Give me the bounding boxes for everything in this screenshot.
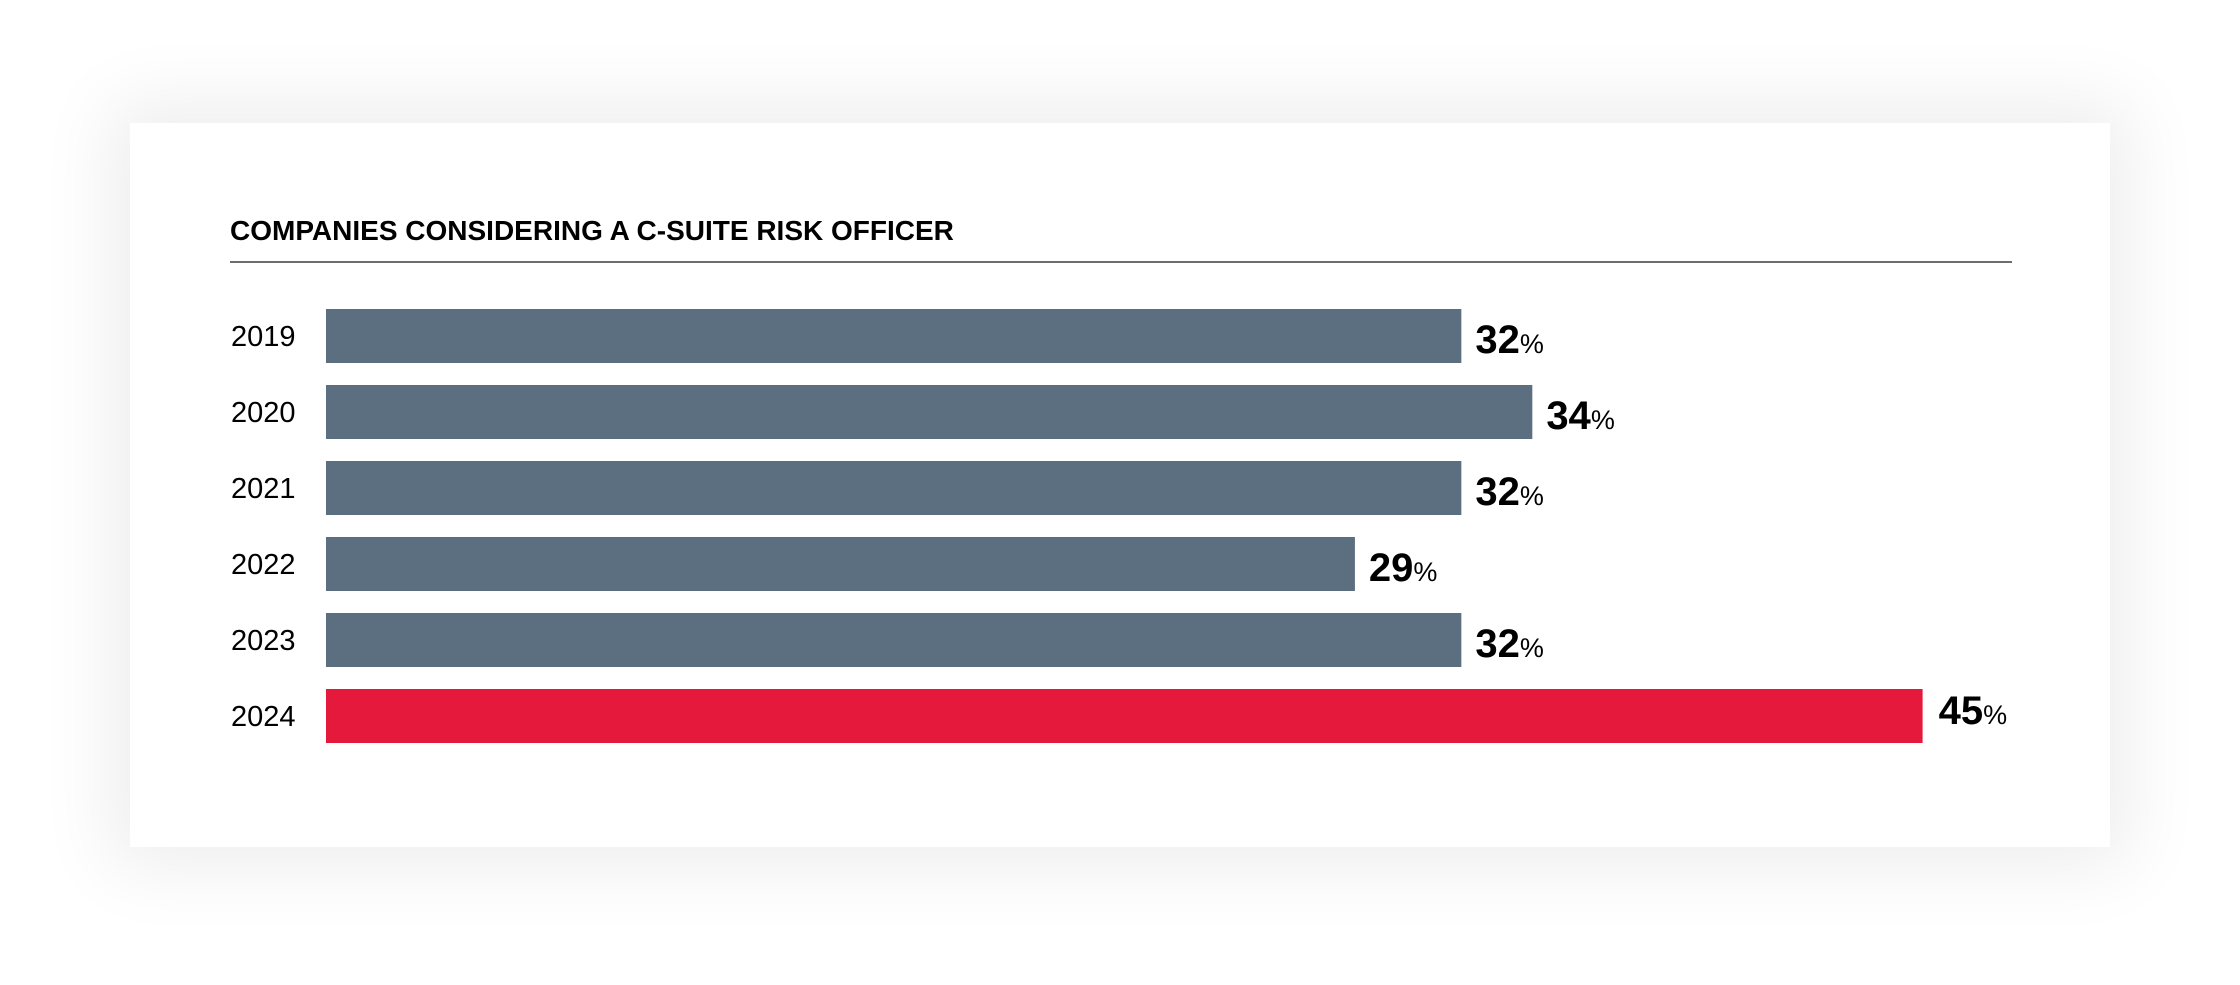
bar-2020 [326, 385, 1533, 439]
value-label-2019: 32% [1475, 318, 1544, 362]
value-label-2020: 34% [1546, 394, 1615, 438]
category-label-2019: 2019 [231, 321, 296, 353]
title-divider [230, 261, 2012, 263]
bar-2021 [326, 461, 1462, 515]
chart-title: COMPANIES CONSIDERING A C-SUITE RISK OFF… [230, 215, 954, 246]
category-label-2023: 2023 [231, 625, 296, 657]
value-label-2023: 32% [1475, 622, 1544, 666]
value-label-2024: 45% [1939, 689, 2008, 733]
category-label-2022: 2022 [231, 549, 296, 581]
category-label-2021: 2021 [231, 473, 296, 505]
bar-2022 [326, 537, 1355, 591]
bar-2019 [326, 309, 1462, 363]
value-label-2022: 29% [1369, 546, 1438, 590]
value-label-2021: 32% [1475, 470, 1544, 514]
bar-2023 [326, 613, 1462, 667]
category-label-2020: 2020 [231, 397, 296, 429]
category-label-2024: 2024 [231, 701, 296, 733]
bar-2024 [326, 689, 1923, 743]
bar-chart: 2019 32% 2020 34% 2021 32% 2022 29% 2023 32% 2024 4… [231, 309, 2008, 743]
chart-card: COMPANIES CONSIDERING A C-SUITE RISK OFF… [130, 123, 2110, 847]
